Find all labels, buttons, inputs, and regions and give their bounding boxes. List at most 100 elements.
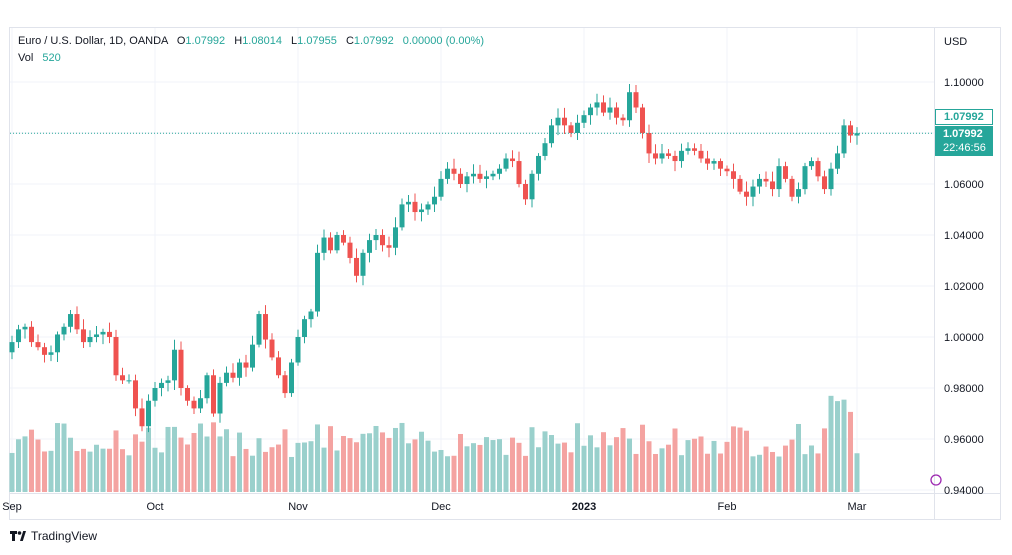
volume-bar xyxy=(399,422,405,492)
volume-bar xyxy=(432,451,437,492)
volume-bar xyxy=(555,443,561,492)
candle-body xyxy=(672,155,678,162)
volume-bar xyxy=(393,427,398,492)
volume-bar xyxy=(659,448,665,492)
candle-body xyxy=(802,166,808,190)
candle-body xyxy=(42,347,47,355)
volume-bar xyxy=(568,452,574,492)
candle-body xyxy=(744,191,749,197)
candle-body xyxy=(477,173,483,179)
candle-body xyxy=(854,133,860,136)
volume-bar xyxy=(718,453,723,492)
volume-bar xyxy=(172,426,177,492)
candle-body xyxy=(594,102,600,108)
candle-body xyxy=(302,319,307,337)
volume-bar xyxy=(185,444,190,492)
candle-body xyxy=(81,329,86,343)
high-value: 1.08014 xyxy=(242,35,282,47)
volume-bar xyxy=(243,448,249,492)
volume-bar xyxy=(854,453,860,492)
candle-body xyxy=(9,342,15,353)
candle-body xyxy=(828,168,834,190)
candle-body xyxy=(211,375,216,414)
volume-bar xyxy=(633,453,639,492)
footer-brand[interactable]: TradingView xyxy=(10,529,97,543)
candle-body xyxy=(809,161,814,167)
volume-bar xyxy=(198,423,203,492)
volume-bar xyxy=(74,451,80,492)
candle-body xyxy=(29,326,34,343)
candle-body xyxy=(614,107,619,118)
volume-bar xyxy=(22,436,28,492)
candle-body xyxy=(789,178,795,197)
candle-body xyxy=(607,107,613,113)
volume-value: 520 xyxy=(42,52,61,64)
last-price-outline-badge: 1.07992 xyxy=(935,109,993,125)
candle-body xyxy=(178,349,184,388)
candle-body xyxy=(412,201,418,213)
volume-bar xyxy=(581,445,587,492)
candle-body xyxy=(516,161,522,184)
candle-body xyxy=(224,372,229,383)
candle-body xyxy=(295,337,301,363)
volume-bar xyxy=(627,438,632,492)
legend-volume: Vol 520 xyxy=(18,52,61,64)
change-value: 0.00000 (0.00%) xyxy=(402,35,485,47)
volume-bar xyxy=(698,436,704,492)
event-marker-icon[interactable] xyxy=(930,474,942,486)
volume-bar xyxy=(334,450,340,492)
candle-body xyxy=(152,388,158,401)
volume-bar xyxy=(510,437,515,492)
volume-bar xyxy=(295,442,301,492)
candle-body xyxy=(536,155,541,174)
volume-bar xyxy=(438,449,444,492)
candle-body xyxy=(133,380,138,409)
volume-bar xyxy=(341,435,346,492)
candle-body xyxy=(698,150,704,159)
volume-bar xyxy=(490,440,496,492)
candle-body xyxy=(347,242,353,258)
candle-body xyxy=(425,204,431,210)
candle-body xyxy=(68,314,73,327)
symbol-title[interactable]: Euro / U.S. Dollar, 1D, OANDA xyxy=(18,35,168,47)
candle-body xyxy=(620,117,626,121)
candles xyxy=(9,83,860,433)
volume-bar xyxy=(386,437,392,492)
volume-bar xyxy=(497,439,502,492)
volume-bar xyxy=(87,451,93,492)
volume-bar xyxy=(217,436,223,492)
badge-countdown-text: 22:46:56 xyxy=(943,142,986,154)
volume-bar xyxy=(224,429,229,492)
candle-body xyxy=(282,375,288,394)
candle-body xyxy=(445,168,450,179)
volume-bar xyxy=(549,435,554,492)
volume-bar xyxy=(178,437,184,492)
open-label: O xyxy=(176,35,186,47)
y-tick-label: 1.02000 xyxy=(944,281,984,293)
candle-body xyxy=(432,196,437,205)
volume-bar xyxy=(315,424,320,492)
volume-bar xyxy=(81,448,86,492)
volume-bar xyxy=(575,423,580,492)
candle-body xyxy=(360,252,366,276)
volume-bar xyxy=(412,439,418,492)
volume-bar xyxy=(750,456,756,492)
candle-body xyxy=(354,257,359,276)
outline-price-text: 1.07992 xyxy=(944,111,984,123)
volume-bar xyxy=(705,453,710,492)
candle-body xyxy=(718,161,723,169)
candle-body xyxy=(666,153,671,156)
candle-body xyxy=(243,362,249,368)
volume-bar xyxy=(302,442,307,492)
candle-body xyxy=(165,380,171,383)
volume-bar xyxy=(776,456,782,492)
candle-body xyxy=(380,235,385,246)
volume-bar xyxy=(282,429,288,492)
y-tick-label: 0.96000 xyxy=(944,434,984,446)
volume-bar xyxy=(588,435,593,492)
volume-bar xyxy=(828,395,834,492)
candle-body xyxy=(523,184,528,200)
candle-body xyxy=(737,178,743,192)
candle-body xyxy=(633,92,639,108)
